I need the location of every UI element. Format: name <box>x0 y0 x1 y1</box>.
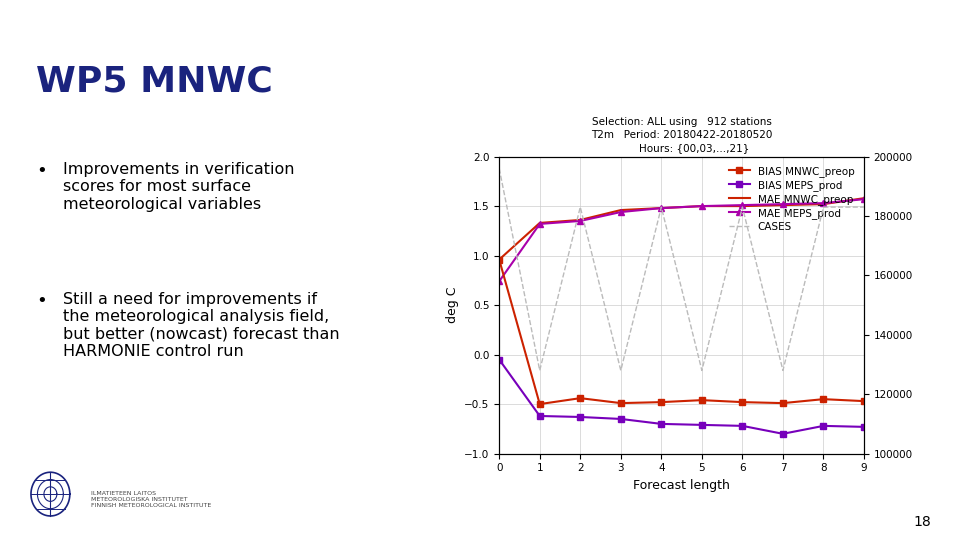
MAE MEPS_prod <box>493 278 505 285</box>
MAE MEPS_prod <box>534 221 545 227</box>
X-axis label: Forecast length: Forecast length <box>634 479 730 492</box>
MAE MEPS_prod <box>656 205 667 211</box>
CASES <box>574 204 586 210</box>
BIAS MNWC_preop <box>615 400 627 406</box>
MAE MEPS_prod <box>818 200 829 206</box>
Text: ILMATIETEEN LAITOS
METEOROLOGISKA INSTITUTET
FINNISH METEOROLOGICAL INSTITUTE: ILMATIETEEN LAITOS METEOROLOGISKA INSTIT… <box>91 491 211 508</box>
Text: •: • <box>36 292 47 309</box>
BIAS MEPS_prod <box>778 430 789 437</box>
CASES <box>696 367 708 374</box>
BIAS MNWC_preop <box>778 400 789 406</box>
BIAS MEPS_prod <box>534 413 545 419</box>
CASES <box>736 204 748 210</box>
Legend: BIAS MNWC_preop, BIAS MEPS_prod, MAE MNWC_preop, MAE MEPS_prod, CASES: BIAS MNWC_preop, BIAS MEPS_prod, MAE MNW… <box>725 162 859 237</box>
MAE MEPS_prod <box>858 196 870 202</box>
Line: CASES: CASES <box>499 168 864 370</box>
MAE MNWC_preop <box>534 220 545 226</box>
BIAS MNWC_preop <box>534 401 545 407</box>
MAE MNWC_preop <box>574 217 586 223</box>
Line: BIAS MEPS_prod: BIAS MEPS_prod <box>496 357 867 436</box>
MAE MEPS_prod <box>615 209 627 215</box>
Text: WP5 MNWC: WP5 MNWC <box>36 65 273 99</box>
CASES <box>656 204 667 210</box>
BIAS MNWC_preop <box>656 399 667 406</box>
MAE MNWC_preop <box>615 207 627 213</box>
Line: BIAS MNWC_preop: BIAS MNWC_preop <box>496 257 867 407</box>
BIAS MEPS_prod <box>493 356 505 363</box>
MAE MNWC_preop <box>696 203 708 210</box>
Text: Improvements in verification
scores for most surface
meteorological variables: Improvements in verification scores for … <box>62 162 294 212</box>
BIAS MNWC_preop <box>736 399 748 406</box>
CASES <box>818 204 829 210</box>
MAE MNWC_preop <box>818 201 829 207</box>
MAE MEPS_prod <box>778 201 789 207</box>
MAE MEPS_prod <box>574 218 586 224</box>
Text: Still a need for improvements if
the meteorological analysis field,
but better (: Still a need for improvements if the met… <box>62 292 339 359</box>
MAE MNWC_preop <box>858 195 870 201</box>
CASES <box>493 165 505 172</box>
BIAS MEPS_prod <box>656 421 667 427</box>
MAE MNWC_preop <box>493 256 505 263</box>
BIAS MNWC_preop <box>493 256 505 263</box>
Text: 18: 18 <box>914 515 931 529</box>
CASES <box>615 367 627 374</box>
Title: Selection: ALL using   912 stations
T2m   Period: 20180422-20180520
        Hour: Selection: ALL using 912 stations T2m Pe… <box>591 117 772 153</box>
Line: MAE MNWC_preop: MAE MNWC_preop <box>499 198 864 260</box>
BIAS MEPS_prod <box>574 414 586 420</box>
MAE MEPS_prod <box>736 202 748 208</box>
BIAS MEPS_prod <box>615 416 627 422</box>
MAE MEPS_prod <box>696 203 708 210</box>
BIAS MNWC_preop <box>574 395 586 401</box>
BIAS MEPS_prod <box>818 423 829 429</box>
MAE MNWC_preop <box>656 205 667 211</box>
BIAS MNWC_preop <box>858 398 870 404</box>
BIAS MEPS_prod <box>858 423 870 430</box>
Y-axis label: deg C: deg C <box>445 287 459 323</box>
CASES <box>858 204 870 210</box>
BIAS MNWC_preop <box>818 396 829 402</box>
BIAS MEPS_prod <box>696 422 708 428</box>
CASES <box>534 367 545 374</box>
MAE MNWC_preop <box>778 202 789 208</box>
CASES <box>778 367 789 374</box>
Line: MAE MEPS_prod: MAE MEPS_prod <box>495 195 868 285</box>
Text: •: • <box>36 162 47 180</box>
BIAS MEPS_prod <box>736 423 748 429</box>
MAE MNWC_preop <box>736 203 748 210</box>
BIAS MNWC_preop <box>696 397 708 403</box>
